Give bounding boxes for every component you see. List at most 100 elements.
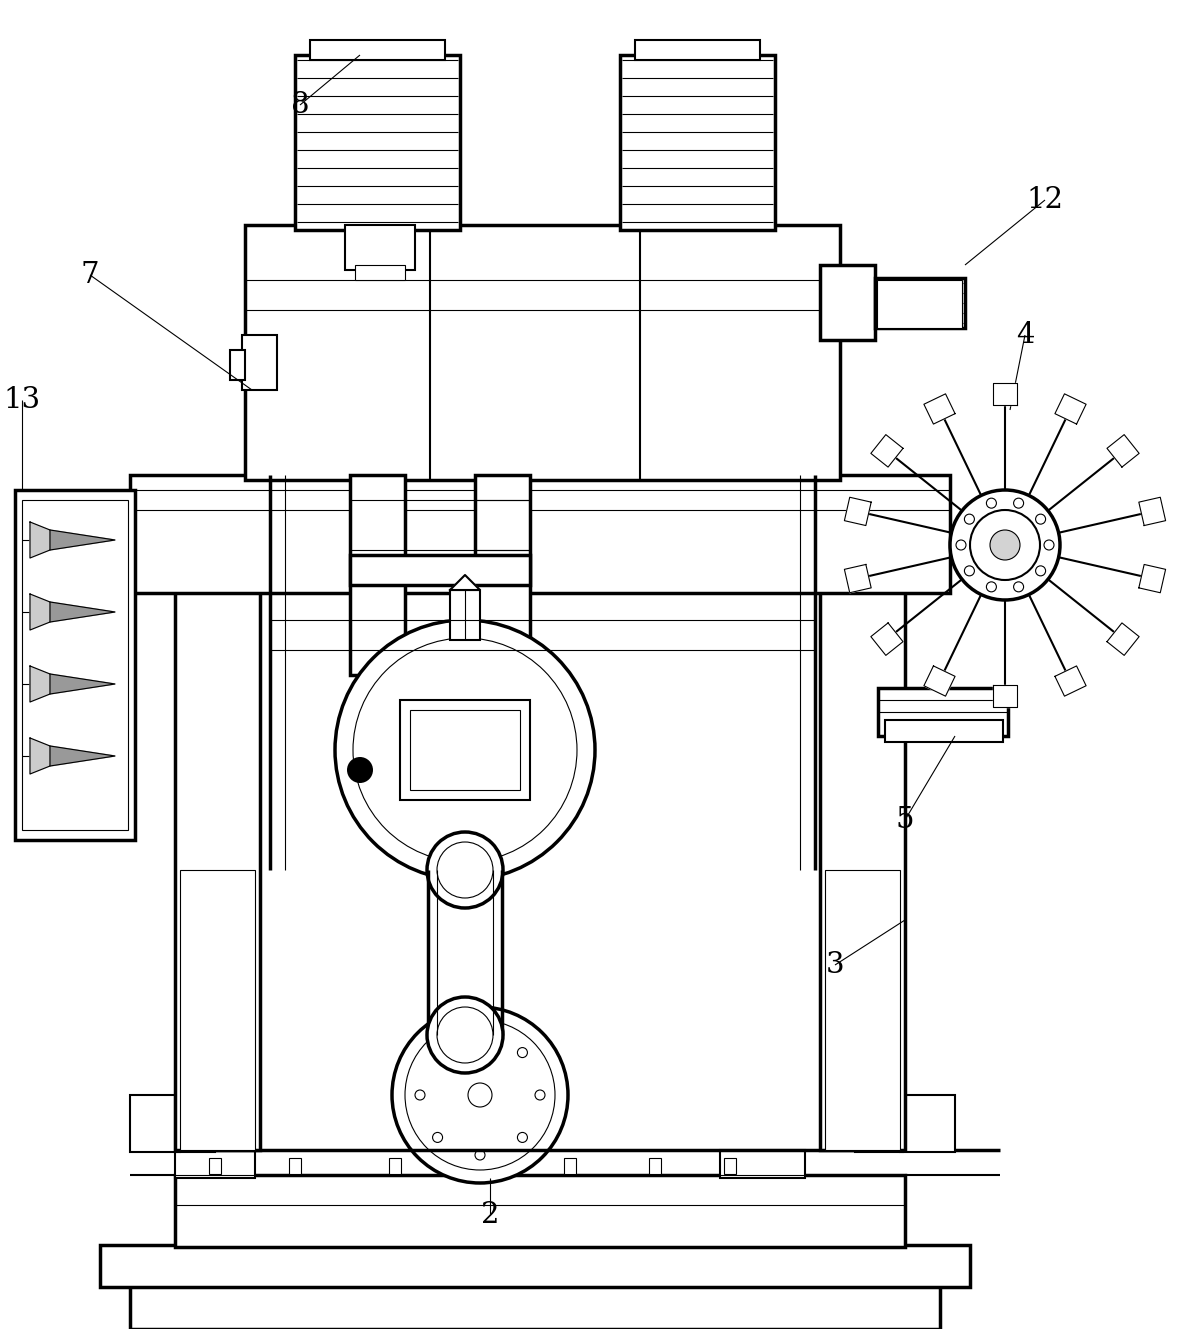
Bar bbox=[820, 264, 875, 340]
Bar bbox=[15, 490, 135, 840]
Text: 7: 7 bbox=[80, 260, 99, 288]
Bar bbox=[175, 1095, 215, 1152]
Bar bbox=[350, 556, 530, 585]
Bar bbox=[230, 350, 245, 380]
Circle shape bbox=[468, 1083, 492, 1107]
Polygon shape bbox=[30, 738, 50, 773]
Circle shape bbox=[433, 1047, 442, 1058]
Bar bbox=[877, 280, 962, 328]
Bar bbox=[245, 225, 840, 480]
Polygon shape bbox=[50, 674, 115, 694]
Bar bbox=[900, 1095, 955, 1152]
Bar bbox=[130, 1285, 940, 1329]
Bar bbox=[180, 870, 256, 1150]
Circle shape bbox=[517, 1132, 528, 1143]
Circle shape bbox=[964, 566, 975, 575]
Polygon shape bbox=[993, 684, 1017, 707]
Circle shape bbox=[433, 1132, 442, 1143]
Bar bbox=[635, 40, 759, 60]
Circle shape bbox=[1035, 514, 1046, 524]
Bar bbox=[476, 474, 530, 675]
Circle shape bbox=[437, 843, 493, 898]
Circle shape bbox=[405, 1019, 555, 1170]
Polygon shape bbox=[871, 435, 903, 466]
Bar bbox=[175, 590, 260, 1150]
Bar bbox=[825, 870, 900, 1150]
Bar bbox=[175, 1175, 905, 1247]
Circle shape bbox=[1014, 582, 1023, 591]
Polygon shape bbox=[924, 666, 955, 696]
Polygon shape bbox=[1055, 666, 1086, 696]
Circle shape bbox=[987, 498, 996, 508]
Polygon shape bbox=[30, 666, 50, 702]
Polygon shape bbox=[871, 623, 903, 655]
Bar bbox=[355, 264, 405, 280]
Bar bbox=[175, 1150, 256, 1177]
Circle shape bbox=[450, 735, 480, 766]
Polygon shape bbox=[1139, 565, 1165, 593]
Text: 12: 12 bbox=[1027, 186, 1064, 214]
Circle shape bbox=[535, 1090, 545, 1100]
Polygon shape bbox=[50, 746, 115, 766]
Bar bbox=[720, 1150, 804, 1177]
Circle shape bbox=[335, 621, 595, 880]
Circle shape bbox=[964, 514, 975, 524]
Text: 13: 13 bbox=[4, 385, 40, 415]
Bar bbox=[875, 278, 965, 328]
Circle shape bbox=[476, 1030, 485, 1041]
Circle shape bbox=[987, 582, 996, 591]
Polygon shape bbox=[50, 602, 115, 622]
Circle shape bbox=[392, 1007, 568, 1183]
Bar bbox=[620, 54, 775, 230]
Polygon shape bbox=[924, 393, 955, 424]
Bar bbox=[855, 1095, 903, 1152]
Bar bbox=[295, 54, 460, 230]
Circle shape bbox=[950, 490, 1060, 599]
Polygon shape bbox=[450, 575, 480, 590]
Polygon shape bbox=[845, 497, 871, 525]
Bar bbox=[350, 474, 405, 675]
Circle shape bbox=[970, 510, 1040, 579]
Bar bbox=[243, 335, 277, 389]
Polygon shape bbox=[1139, 497, 1165, 525]
Circle shape bbox=[353, 638, 577, 863]
Text: 4: 4 bbox=[1016, 322, 1034, 350]
Polygon shape bbox=[1107, 435, 1139, 466]
Polygon shape bbox=[845, 565, 871, 593]
Circle shape bbox=[1014, 498, 1023, 508]
Circle shape bbox=[347, 758, 373, 783]
Bar bbox=[885, 720, 1003, 742]
Bar bbox=[724, 1158, 736, 1174]
Circle shape bbox=[427, 997, 503, 1073]
Bar bbox=[564, 1158, 576, 1174]
Circle shape bbox=[415, 1090, 425, 1100]
Text: 5: 5 bbox=[896, 805, 914, 835]
Bar bbox=[345, 225, 415, 270]
Bar bbox=[22, 500, 128, 831]
Bar bbox=[130, 474, 950, 593]
Bar bbox=[820, 590, 905, 1150]
Polygon shape bbox=[1107, 623, 1139, 655]
Polygon shape bbox=[993, 383, 1017, 405]
Polygon shape bbox=[1055, 393, 1086, 424]
Bar bbox=[649, 1158, 661, 1174]
Circle shape bbox=[956, 540, 967, 550]
Polygon shape bbox=[50, 530, 115, 550]
Bar bbox=[411, 710, 521, 789]
Bar bbox=[400, 700, 530, 800]
Circle shape bbox=[1035, 566, 1046, 575]
Polygon shape bbox=[30, 522, 50, 558]
Circle shape bbox=[437, 1007, 493, 1063]
Bar bbox=[878, 688, 1008, 736]
Bar bbox=[389, 1158, 401, 1174]
Bar bbox=[310, 40, 445, 60]
Text: 2: 2 bbox=[480, 1201, 499, 1229]
Bar bbox=[289, 1158, 300, 1174]
Text: 8: 8 bbox=[291, 90, 309, 120]
Text: 3: 3 bbox=[826, 952, 845, 979]
Bar bbox=[130, 1095, 180, 1152]
Circle shape bbox=[517, 1047, 528, 1058]
Circle shape bbox=[1045, 540, 1054, 550]
Polygon shape bbox=[30, 594, 50, 630]
Bar bbox=[101, 1245, 970, 1286]
